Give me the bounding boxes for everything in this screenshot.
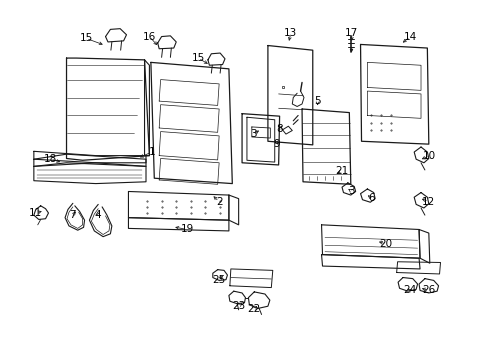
Text: 13: 13 bbox=[284, 28, 297, 38]
Text: 24: 24 bbox=[403, 285, 416, 296]
Text: 11: 11 bbox=[29, 208, 42, 218]
Text: 9: 9 bbox=[272, 139, 279, 149]
Text: 25: 25 bbox=[212, 275, 225, 285]
Text: 4: 4 bbox=[95, 210, 102, 220]
Text: 17: 17 bbox=[345, 28, 358, 38]
Text: 3: 3 bbox=[249, 129, 256, 139]
Text: 15: 15 bbox=[191, 53, 204, 63]
Text: 2: 2 bbox=[215, 197, 222, 207]
Text: 19: 19 bbox=[180, 225, 193, 234]
Text: 14: 14 bbox=[403, 32, 416, 41]
Text: 21: 21 bbox=[335, 166, 348, 176]
Text: 15: 15 bbox=[79, 33, 92, 43]
Text: 7: 7 bbox=[69, 210, 76, 220]
Text: 23: 23 bbox=[231, 301, 245, 311]
Text: 6: 6 bbox=[367, 193, 374, 203]
Text: 16: 16 bbox=[142, 32, 156, 41]
Text: 5: 5 bbox=[314, 96, 320, 106]
Text: 18: 18 bbox=[44, 154, 57, 164]
Text: 22: 22 bbox=[247, 304, 260, 314]
Text: 20: 20 bbox=[379, 239, 392, 249]
Text: 26: 26 bbox=[421, 285, 434, 296]
Text: 1: 1 bbox=[148, 147, 155, 157]
Text: 8: 8 bbox=[276, 124, 283, 134]
Text: 3: 3 bbox=[348, 186, 354, 197]
Text: 10: 10 bbox=[423, 150, 435, 161]
Text: 12: 12 bbox=[421, 197, 434, 207]
